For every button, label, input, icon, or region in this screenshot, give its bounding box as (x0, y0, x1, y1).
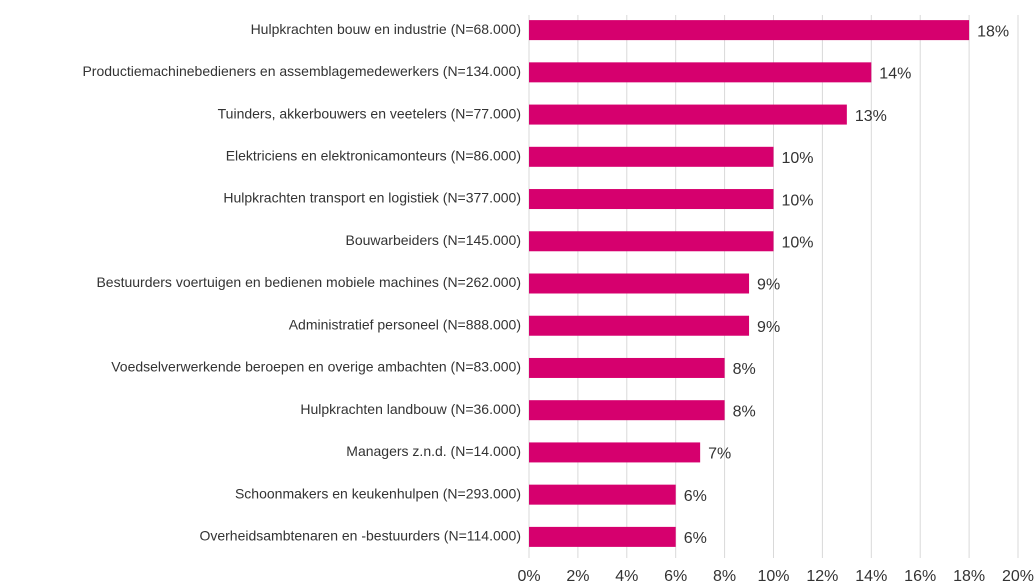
y-tick-label: Elektriciens en elektronicamonteurs (N=8… (226, 148, 521, 164)
x-tick-label: 14% (855, 568, 887, 585)
x-tick-label: 18% (953, 568, 985, 585)
y-tick-label: Hulpkrachten transport en logistiek (N=3… (223, 190, 521, 206)
value-label: 7% (708, 446, 731, 463)
bar (529, 273, 750, 294)
value-label: 6% (684, 530, 707, 547)
x-tick-label: 8% (713, 568, 736, 585)
x-tick-label: 10% (757, 568, 789, 585)
x-tick-label: 6% (664, 568, 687, 585)
x-tick-label: 16% (904, 568, 936, 585)
bar (529, 189, 774, 210)
bar (529, 62, 872, 83)
x-tick-label: 0% (517, 568, 540, 585)
value-label: 9% (757, 319, 780, 336)
value-label: 13% (855, 108, 887, 125)
y-tick-label: Overheidsambtenaren en -bestuurders (N=1… (199, 528, 521, 544)
y-tick-label: Hulpkrachten landbouw (N=36.000) (300, 401, 521, 417)
bar (529, 400, 725, 421)
value-label: 10% (782, 234, 814, 251)
y-tick-label: Administratief personeel (N=888.000) (289, 316, 521, 332)
x-tick-label: 12% (806, 568, 838, 585)
y-tick-label: Hulpkrachten bouw en industrie (N=68.000… (251, 21, 521, 37)
bar (529, 484, 676, 505)
value-label: 8% (733, 403, 756, 420)
bar (529, 442, 701, 463)
x-tick-label: 2% (566, 568, 589, 585)
y-tick-label: Tuinders, akkerbouwers en veetelers (N=7… (218, 105, 521, 121)
value-label: 6% (684, 488, 707, 505)
y-tick-label: Bouwarbeiders (N=145.000) (346, 232, 522, 248)
bar (529, 315, 750, 336)
bar (529, 20, 970, 41)
value-label: 10% (782, 192, 814, 209)
bar (529, 526, 676, 547)
bar (529, 231, 774, 252)
value-label: 18% (977, 23, 1009, 40)
value-label: 8% (733, 361, 756, 378)
y-tick-label: Productiemachinebedieners en assemblagem… (82, 63, 521, 79)
bar (529, 104, 847, 125)
x-tick-label: 20% (1002, 568, 1034, 585)
y-tick-label: Schoonmakers en keukenhulpen (N=293.000) (235, 485, 521, 501)
value-label: 14% (879, 66, 911, 83)
y-tick-label: Voedselverwerkende beroepen en overige a… (111, 359, 521, 375)
y-tick-label: Bestuurders voertuigen en bedienen mobie… (96, 274, 521, 290)
bar (529, 146, 774, 167)
value-label: 9% (757, 277, 780, 294)
bar (529, 357, 725, 378)
y-tick-label: Managers z.n.d. (N=14.000) (346, 443, 521, 459)
x-tick-label: 4% (615, 568, 638, 585)
value-label: 10% (782, 150, 814, 167)
